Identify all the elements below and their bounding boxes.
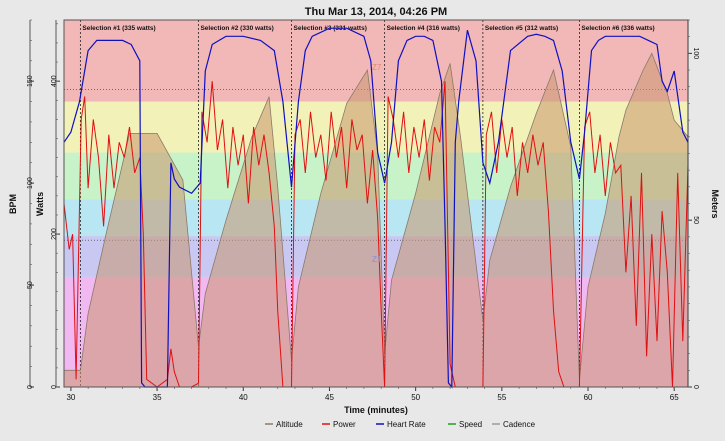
legend-label-5: Cadence	[503, 420, 536, 429]
selection-label-1[interactable]: Selection #1 (335 watts)	[82, 25, 155, 32]
meters-tick-label-1: 0	[692, 385, 699, 389]
watts-tick-label-3: 400	[51, 75, 58, 87]
x-tick-label-2: 35	[153, 393, 162, 402]
x-tick-label-7: 60	[584, 393, 593, 402]
meters-tick-label-3: 100	[692, 48, 699, 60]
watts-tick-label-1: 0	[51, 385, 58, 389]
x-tick-label-6: 55	[497, 393, 506, 402]
x-tick-label-3: 40	[239, 393, 248, 402]
selection-label-5[interactable]: Selection #5 (312 watts)	[485, 25, 558, 32]
x-tick-label-8: 65	[670, 393, 679, 402]
selection-label-4[interactable]: Selection #4 (316 watts)	[387, 25, 460, 32]
y-axis-watts: 0 200 400	[51, 20, 60, 389]
y-axis-meters: 0 50 100	[687, 19, 699, 389]
heart-rate-line	[63, 27, 689, 389]
power-line	[63, 81, 689, 388]
zone-band-6	[64, 20, 688, 102]
y-axis-label-watts: Watts	[35, 192, 45, 216]
y-axis-label-meters: Meters	[710, 189, 720, 218]
meters-tick-label-2: 50	[692, 216, 699, 224]
chart-title: Thu Mar 13, 2014, 04:26 PM	[305, 6, 447, 18]
legend: Altitude Power Heart Rate Speed Cadence	[265, 420, 536, 429]
x-tick-label-5: 50	[411, 393, 420, 402]
watts-tick-label-2: 200	[51, 228, 58, 240]
legend-label-2: Power	[333, 420, 356, 429]
legend-label-3: Heart Rate	[387, 420, 426, 429]
x-tick-label-1: 30	[66, 393, 75, 402]
zone-annotation-z7: Z7	[372, 63, 382, 72]
y-axis-label-bpm: BPM	[8, 194, 18, 214]
x-tick-label-4: 45	[325, 393, 334, 402]
zone-annotation-z1: Z1	[372, 255, 382, 264]
x-axis-label: Time (minutes)	[344, 405, 408, 415]
selection-label-2[interactable]: Selection #2 (330 watts)	[200, 25, 273, 32]
selection-label-6[interactable]: Selection #6 (336 watts)	[581, 25, 654, 32]
x-axis: 30 35 40 45 50 55 60 65	[66, 387, 679, 402]
legend-label-4: Speed	[459, 420, 482, 429]
legend-label-1: Altitude	[276, 420, 303, 429]
